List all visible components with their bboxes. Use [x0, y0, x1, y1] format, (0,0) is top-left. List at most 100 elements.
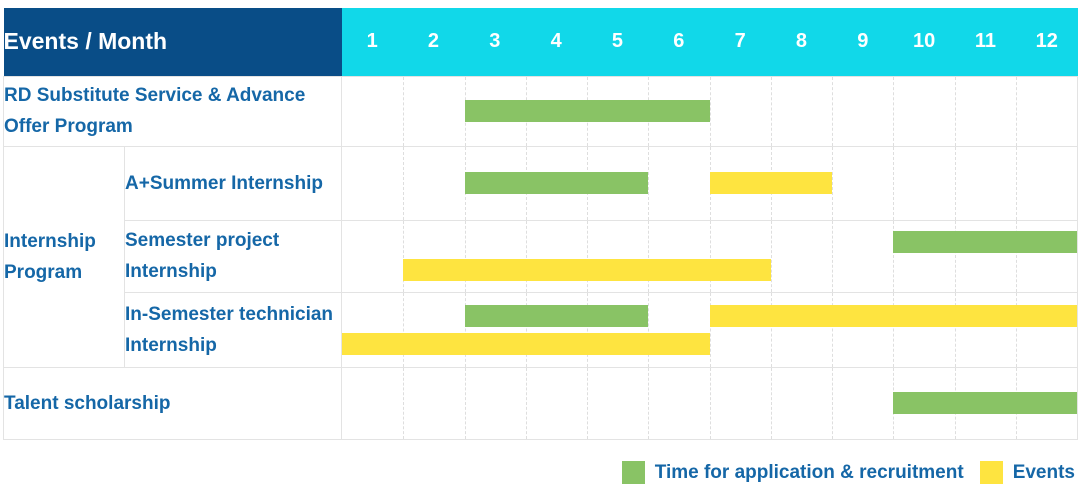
legend-item-events: Events [979, 461, 1075, 484]
table-row: Talent scholarship [3, 366, 1078, 440]
month-gridline [1015, 76, 1017, 146]
recruitment-swatch-icon [621, 461, 645, 484]
gantt-bar-recruitment [464, 304, 649, 327]
gantt-lanes [342, 368, 1077, 439]
table-row: Semester project Internship [4, 219, 1078, 293]
gantt-row-chart [341, 219, 1078, 293]
month-gridline [403, 76, 405, 146]
gantt-bar-recruitment [464, 172, 649, 194]
month-header-cells: 1 2 3 4 5 6 7 8 9 10 11 12 [342, 30, 1078, 53]
month-gridline [832, 367, 833, 439]
month-gridline [403, 367, 405, 439]
month-gridline [587, 292, 588, 367]
month-header-cell: 10 [912, 30, 936, 53]
table-row: Internship Program A+Summer Internship [3, 145, 1078, 368]
gantt-lane [342, 172, 1077, 194]
gantt-bar-recruitment [464, 100, 710, 122]
month-gridline [403, 292, 405, 367]
row-label: A+Summer Internship [124, 145, 342, 221]
month-gridline [832, 292, 833, 367]
month-header-cell: 7 [734, 30, 746, 53]
events-swatch-icon [979, 461, 1003, 484]
month-gridline [893, 146, 895, 220]
table-corner-header: Events / Month [3, 8, 342, 76]
gantt-body: RD Substitute Service & Advance Offer Pr… [3, 75, 1078, 440]
gantt-bar-event [709, 304, 1077, 327]
row-label: In-Semester technician Internship [124, 291, 342, 368]
table-row: RD Substitute Service & Advance Offer Pr… [3, 75, 1078, 147]
month-gridline [587, 367, 588, 439]
legend-item-recruitment: Time for application & recruitment [621, 461, 964, 484]
gantt-lanes [342, 221, 1077, 292]
legend-label-events: Events [1012, 461, 1075, 483]
month-gridline [832, 146, 833, 220]
month-gridline [954, 76, 956, 146]
month-header: 1 2 3 4 5 6 7 8 9 10 11 12 [341, 8, 1078, 76]
month-gridline [709, 76, 711, 146]
header-row: Events / Month 1 2 3 4 5 6 7 8 9 10 11 12 [3, 8, 1078, 76]
gantt-lane [342, 304, 1077, 327]
gantt-bar-recruitment [893, 392, 1077, 414]
month-gridline [648, 220, 650, 292]
gantt-bar-event [342, 332, 710, 355]
gantt-bar-event [709, 172, 832, 194]
month-gridline [954, 292, 956, 367]
month-gridline [832, 76, 833, 146]
month-gridline [525, 292, 527, 367]
legend-label-recruitment: Time for application & recruitment [654, 461, 964, 483]
month-gridline [648, 146, 650, 220]
month-header-cell: 11 [974, 30, 997, 53]
month-header-cell: 9 [857, 30, 869, 53]
month-gridline [1015, 146, 1017, 220]
gantt-lane [342, 259, 1077, 281]
table-row: In-Semester technician Internship [4, 291, 1078, 368]
month-gridline [893, 292, 895, 367]
month-header-cell: 1 [366, 30, 378, 53]
month-gridline [770, 76, 772, 146]
month-gridline [709, 292, 711, 367]
month-gridline [525, 367, 527, 439]
gantt-row-chart [341, 291, 1078, 368]
legend: Time for application & recruitment Event… [621, 461, 1075, 484]
month-gridline [464, 367, 466, 439]
month-gridline [403, 220, 405, 292]
gantt-bar-recruitment [893, 231, 1077, 253]
gantt-row-chart [341, 145, 1078, 221]
gantt-lanes [342, 147, 1077, 220]
month-gridline [770, 292, 772, 367]
month-header-cell: 3 [489, 30, 501, 53]
month-gridline [648, 292, 650, 367]
month-gridline [954, 146, 956, 220]
gantt-lane [342, 392, 1077, 414]
month-gridline [709, 367, 711, 439]
month-gridline [893, 220, 895, 292]
row-label: Semester project Internship [124, 219, 342, 293]
month-gridline [525, 220, 527, 292]
month-gridline [1015, 292, 1017, 367]
row-label: RD Substitute Service & Advance Offer Pr… [3, 75, 342, 147]
month-gridline [832, 220, 833, 292]
month-header-cell: 5 [611, 30, 624, 53]
row-label: Talent scholarship [3, 366, 342, 440]
gantt-lane [342, 231, 1077, 253]
gantt-lane [342, 100, 1077, 122]
month-gridline [954, 220, 956, 292]
month-gridline [770, 220, 772, 292]
month-header-cell: 6 [673, 30, 685, 53]
month-gridline [403, 146, 405, 220]
month-header-cell: 8 [795, 30, 808, 53]
group-label: Internship Program [3, 145, 125, 368]
gantt-bar-event [403, 259, 771, 281]
month-gridline [464, 292, 466, 367]
gantt-lane [342, 332, 1077, 355]
month-header-cell: 12 [1035, 30, 1058, 53]
events-month-table: Events / Month 1 2 3 4 5 6 7 8 9 10 11 12 RD Substi… [3, 8, 1078, 440]
month-gridline [587, 220, 588, 292]
month-gridline [464, 220, 466, 292]
month-gridline [893, 76, 895, 146]
month-gridline [709, 220, 711, 292]
gantt-row-chart [341, 75, 1078, 147]
month-header-cell: 4 [550, 30, 562, 53]
month-gridline [770, 367, 772, 439]
